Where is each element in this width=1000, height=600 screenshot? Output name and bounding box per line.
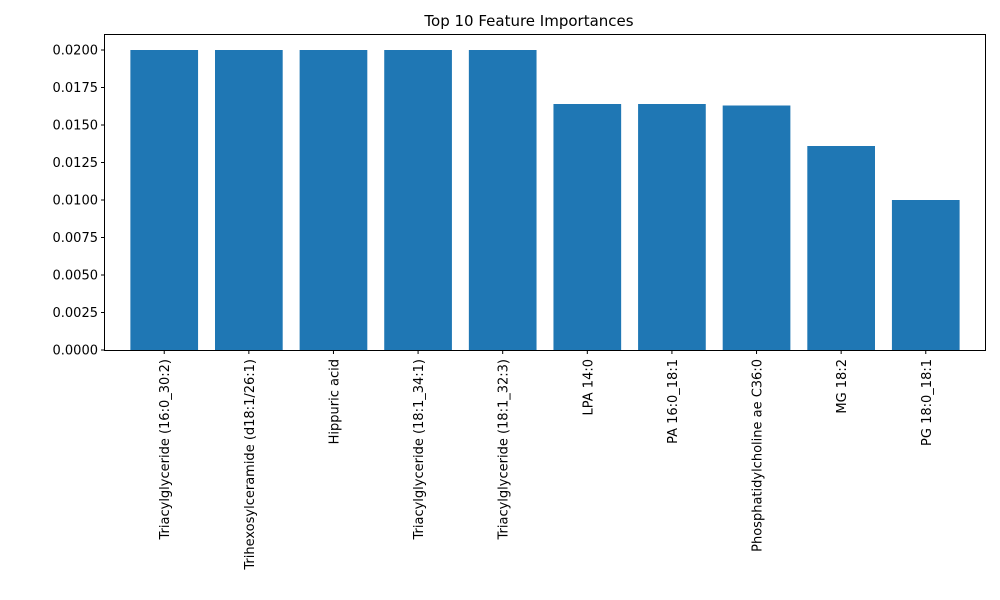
- bar-2: [215, 50, 283, 350]
- plot-frame: [104, 34, 986, 351]
- y-tick-label: 0.0050: [53, 269, 99, 284]
- chart-title: Top 10 Feature Importances: [423, 12, 633, 30]
- y-tick-label: 0.0125: [53, 156, 99, 171]
- y-tick-label: 0.0175: [53, 81, 99, 96]
- bar-10: [891, 200, 960, 350]
- y-tick-label: 0.0000: [53, 344, 99, 359]
- bar-8: [722, 105, 791, 350]
- x-tick-label: Triacylglyceride (18:1_34:1): [412, 359, 427, 540]
- bar-7: [638, 104, 706, 350]
- bar-9: [807, 146, 875, 350]
- x-tick-label: MG 18:2: [835, 359, 850, 414]
- y-axis: 0.0000 0.0025 0.0050 0.0075 0.0100 0.0125 0.01…: [53, 44, 105, 359]
- x-tick-label: Hippuric acid: [327, 359, 342, 444]
- y-tick-label: 0.0200: [53, 44, 99, 59]
- x-tick-label: Trihexosylceramide (d18:1/26:1): [243, 359, 258, 571]
- y-tick-label: 0.0075: [53, 231, 99, 246]
- x-tick-label: PG 18:0_18:1: [920, 359, 935, 446]
- x-tick-label: Triacylglyceride (18:1_32:3): [497, 359, 512, 540]
- x-tick-label: Phosphatidylcholine ae C36:0: [751, 359, 766, 552]
- y-tick-label: 0.0100: [53, 194, 99, 209]
- bar-6: [553, 104, 622, 350]
- bars-layer: [130, 50, 960, 350]
- x-axis: Triacylglyceride (16:0_30:2) Trihexosylce…: [158, 350, 935, 571]
- bar-4: [384, 50, 452, 350]
- x-tick-label: PA 16:0_18:1: [666, 359, 681, 444]
- bar-5: [468, 50, 537, 350]
- y-tick-label: 0.0150: [53, 119, 99, 134]
- x-tick-label: LPA 14:0: [581, 359, 596, 415]
- bar-1: [130, 50, 199, 350]
- y-tick-label: 0.0025: [53, 306, 99, 321]
- bar-3: [299, 50, 368, 350]
- x-tick-label: Triacylglyceride (16:0_30:2): [158, 359, 173, 540]
